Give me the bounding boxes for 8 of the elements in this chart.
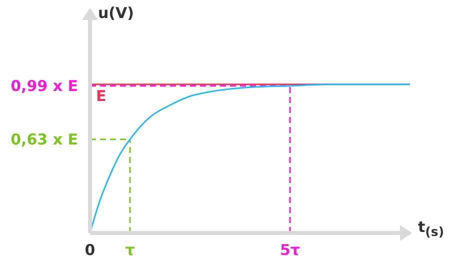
y-axis-title: u(V) bbox=[98, 4, 134, 22]
x-tick-label: 5τ bbox=[280, 241, 300, 259]
y-tick-label: 0,99 x E bbox=[10, 76, 78, 95]
ref-line-label: E bbox=[96, 86, 106, 105]
x-tick-label: τ bbox=[125, 241, 136, 259]
y-tick-label: 0,63 x E bbox=[10, 130, 78, 148]
x-tick-label: 0 bbox=[84, 241, 96, 259]
x-axis-title: t$_{(s)}$ bbox=[418, 218, 444, 240]
